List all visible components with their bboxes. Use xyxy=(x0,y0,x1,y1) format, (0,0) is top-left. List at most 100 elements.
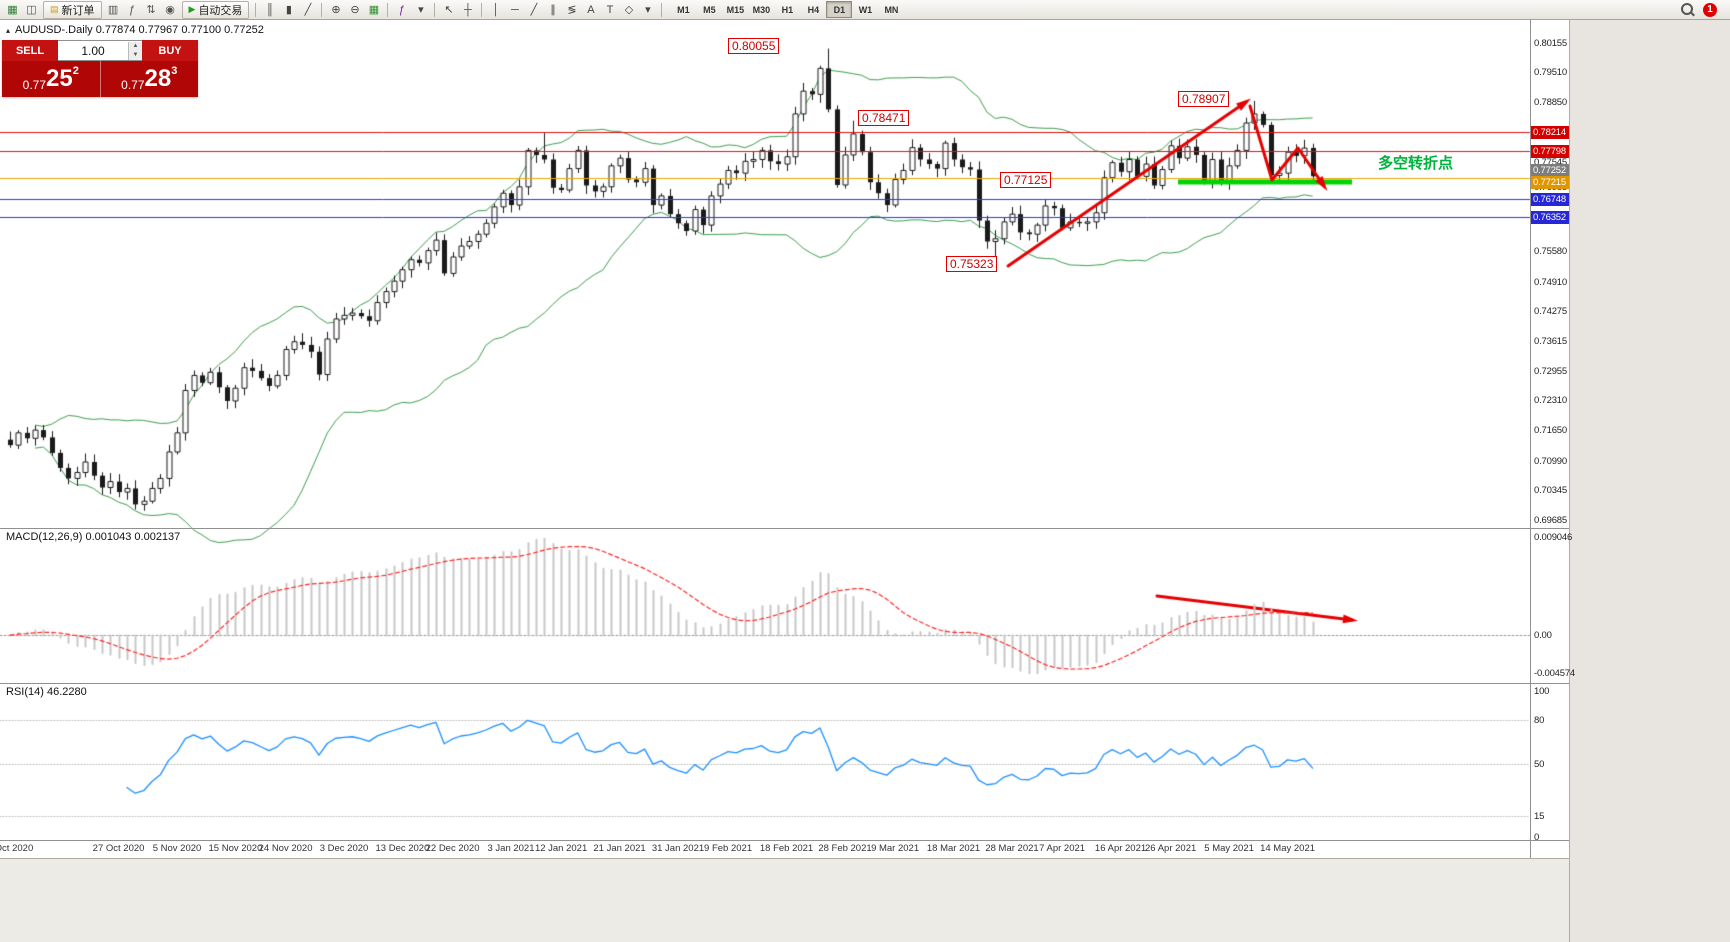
trade-panel-divider xyxy=(99,61,101,97)
price-annotation[interactable]: 0.78907 xyxy=(1178,91,1230,107)
date-axis-label: 26 Apr 2021 xyxy=(1145,843,1197,854)
search-icon[interactable] xyxy=(1680,2,1695,17)
date-axis-label: 18 Feb 2021 xyxy=(759,843,814,854)
date-axis-label: 28 Mar 2021 xyxy=(985,843,1039,854)
buy-price[interactable]: 0.77 28 3 xyxy=(101,61,199,97)
volume-increase-button[interactable]: ▲ xyxy=(129,41,142,51)
cursor-icon[interactable]: ↖ xyxy=(444,4,454,16)
panel-separator[interactable] xyxy=(0,683,1569,684)
new-order-button[interactable]: ▤ 新订单 xyxy=(43,0,102,19)
date-axis-label: 3 Jan 2021 xyxy=(487,843,535,854)
sell-button[interactable]: SELL xyxy=(2,40,58,61)
turning-point-note[interactable]: 多空转折点 xyxy=(1378,155,1454,172)
indicators-dropdown-icon[interactable]: ▾ xyxy=(418,4,424,16)
timeframe-d1[interactable]: D1 xyxy=(826,1,853,18)
bar-chart-icon[interactable]: ║ xyxy=(266,3,274,16)
toolbar: ▦ ◫ ▤ 新订单 ▥ ƒ ⇅ ◉ ▶ 自动交易 ║ ▮ ╱ ⊕ ⊖ ▦ ƒ ▾ ↖ ┼ │ ─ ╱ ∥ ≶ A T ◇ ▾ M1 M5 M… xyxy=(0,0,1730,20)
indicators-icon[interactable]: ƒ xyxy=(398,3,405,16)
timeframe-toolbar: M1 M5 M15 M30 H1 H4 D1 W1 MN xyxy=(670,1,904,18)
timeframe-m15[interactable]: M15 xyxy=(726,4,745,15)
price-axis-label: 0.73615 xyxy=(1534,335,1567,347)
date-axis-label: 12 Jan 2021 xyxy=(534,843,588,854)
date-axis-label: 27 Oct 2020 xyxy=(92,843,145,854)
chart-canvas[interactable] xyxy=(0,0,1569,942)
timeframe-m5[interactable]: M5 xyxy=(703,4,716,15)
price-axis-label: 0.71650 xyxy=(1534,425,1567,437)
sell-price[interactable]: 0.77 25 2 xyxy=(2,61,100,97)
timeframe-m30[interactable]: M30 xyxy=(752,4,771,15)
date-axis-label: 21 Jan 2021 xyxy=(593,843,646,854)
macd-axis-label: -0.004574 xyxy=(1534,668,1575,679)
vertical-line-icon[interactable]: │ xyxy=(492,3,500,16)
date-axis-label: 9 Mar 2021 xyxy=(871,843,920,854)
rsi-axis-label: 100 xyxy=(1534,686,1550,697)
trendline-icon[interactable]: ╱ xyxy=(530,4,538,16)
toolbar-separator xyxy=(255,2,257,17)
timeframe-h1[interactable]: H1 xyxy=(781,4,794,15)
volume-value[interactable]: 1.00 xyxy=(81,43,105,58)
volume-decrease-button[interactable]: ▼ xyxy=(129,50,142,60)
timeframe-m1[interactable]: M1 xyxy=(677,4,690,15)
price-axis-tag: 0.77798 xyxy=(1531,144,1569,158)
autotrading-button[interactable]: ▶ 自动交易 xyxy=(181,0,250,19)
trade-panel-toggle[interactable]: ▴ xyxy=(6,25,11,35)
notifications-badge[interactable]: 1 xyxy=(1703,2,1717,17)
timeframe-w1[interactable]: W1 xyxy=(858,4,873,15)
panel-separator[interactable] xyxy=(0,528,1569,529)
new-order-button-icon: ▤ xyxy=(50,4,59,14)
rsi-axis-label: 50 xyxy=(1534,759,1545,770)
rsi-axis-label: 0 xyxy=(1534,832,1540,843)
text-icon[interactable]: A xyxy=(587,3,595,16)
date-axis-label: 5 Nov 2020 xyxy=(152,843,202,854)
autotrading-button-icon: ▶ xyxy=(188,4,196,14)
terminal-icon[interactable]: ◉ xyxy=(165,4,175,16)
channel-icon[interactable]: ∥ xyxy=(550,4,556,16)
new-chart-icon[interactable]: ▦ xyxy=(7,4,18,16)
market-watch-icon[interactable]: ▥ xyxy=(107,4,119,16)
price-annotation[interactable]: 0.78471 xyxy=(858,110,910,126)
price-annotation[interactable]: 0.77125 xyxy=(1000,172,1052,188)
date-axis-label: 7 Apr 2021 xyxy=(1039,843,1086,854)
date-axis-label: 24 Nov 2020 xyxy=(258,843,313,854)
price-axis-label: 0.74910 xyxy=(1534,276,1567,288)
price-axis-label: 0.77545 xyxy=(1534,156,1567,168)
zoom-out-icon[interactable]: ⊖ xyxy=(350,4,360,16)
price-annotation[interactable]: 0.80055 xyxy=(728,38,780,54)
rsi-label: RSI(14) 46.2280 xyxy=(6,686,87,698)
volume-field[interactable]: 1.00 ▲ ▼ xyxy=(58,40,142,61)
candlestick-chart-icon[interactable]: ▮ xyxy=(285,4,292,16)
price-annotation[interactable]: 0.75323 xyxy=(946,256,998,272)
shapes-dropdown-icon[interactable]: ▾ xyxy=(645,4,651,16)
shapes-icon[interactable]: ◇ xyxy=(624,4,634,16)
price-axis-label: 0.70345 xyxy=(1534,484,1567,496)
buy-button[interactable]: BUY xyxy=(142,40,198,61)
crosshair-icon[interactable]: ┼ xyxy=(464,3,472,16)
sell-price-prefix: 0.77 xyxy=(22,78,47,92)
macd-axis-label: 0.009046 xyxy=(1534,532,1573,543)
zoom-in-icon[interactable]: ⊕ xyxy=(331,4,341,16)
navigator-icon[interactable]: ⇅ xyxy=(146,4,156,16)
price-axis-tag: 0.77252 xyxy=(1531,163,1569,177)
timeframe-mn[interactable]: MN xyxy=(884,4,899,15)
date-axis-label: 8 Oct 2020 xyxy=(0,843,34,854)
data-window-icon[interactable]: ƒ xyxy=(128,3,136,16)
fibonacci-icon[interactable]: ≶ xyxy=(567,4,577,16)
buy-price-pips: 28 xyxy=(144,65,172,92)
label-icon[interactable]: T xyxy=(606,3,614,16)
toolbar-separator xyxy=(387,2,389,17)
tile-windows-icon[interactable]: ▦ xyxy=(368,4,380,16)
ohlc-info: AUDUSD-.Daily 0.77874 0.77967 0.77100 0.… xyxy=(15,24,264,36)
trade-panel-prices: 0.77 25 2 0.77 28 3 xyxy=(2,61,198,97)
price-axis-tag: 0.77215 xyxy=(1531,176,1569,190)
date-axis-label: 16 Apr 2021 xyxy=(1094,843,1147,854)
line-chart-icon[interactable]: ╱ xyxy=(304,4,312,16)
horizontal-line-icon[interactable]: ─ xyxy=(511,3,519,16)
timeframe-h4[interactable]: H4 xyxy=(807,4,820,15)
new-order-button-label: 新订单 xyxy=(61,4,95,17)
price-axis-label: 0.74275 xyxy=(1534,305,1567,317)
rsi-axis-label: 15 xyxy=(1534,810,1545,822)
autotrading-button-label: 自动交易 xyxy=(198,4,243,17)
profiles-icon[interactable]: ◫ xyxy=(26,4,37,16)
toolbar-separator xyxy=(434,2,436,17)
